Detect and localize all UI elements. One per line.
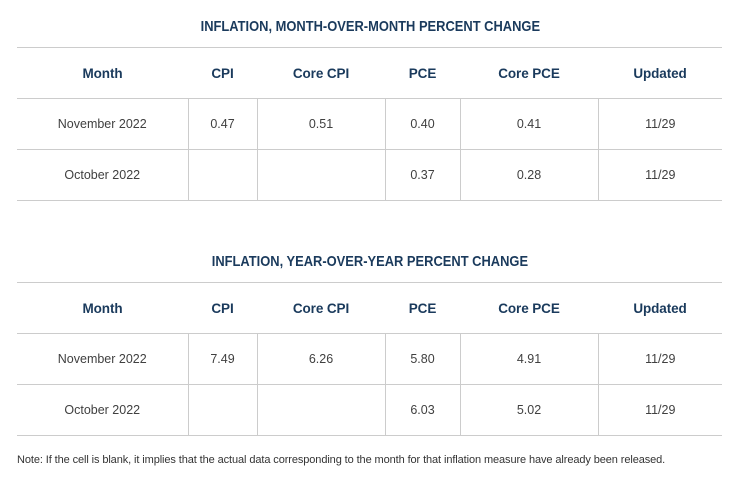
column-header-core-cpi: Core CPI <box>257 47 385 99</box>
cell-cpi <box>187 384 257 436</box>
column-header-core-cpi: Core CPI <box>257 282 385 334</box>
table-row-november-2022: November 2022 7.49 6.26 5.80 4.91 11/29 <box>17 333 722 385</box>
cell-month: November 2022 <box>17 98 188 150</box>
cell-updated: 11/29 <box>597 384 722 436</box>
yoy-table: Month CPI Core CPI PCE Core PCE Updated … <box>17 282 722 436</box>
cell-pce: 0.37 <box>384 149 460 201</box>
cell-core-cpi: 0.51 <box>256 98 385 150</box>
cell-core-cpi <box>256 384 385 436</box>
yoy-table-title-text: INFLATION, YEAR-OVER-YEAR PERCENT CHANGE <box>211 253 529 270</box>
cell-core-pce: 5.02 <box>459 384 598 436</box>
cell-cpi: 0.47 <box>187 98 257 150</box>
column-header-core-pce: Core PCE <box>460 47 598 99</box>
column-header-updated: Updated <box>598 282 722 334</box>
mom-header-row: Month CPI Core CPI PCE Core PCE Updated <box>17 47 722 99</box>
cell-month: October 2022 <box>17 384 188 436</box>
cell-cpi: 7.49 <box>187 333 257 385</box>
cell-pce: 0.40 <box>384 98 460 150</box>
mom-table: Month CPI Core CPI PCE Core PCE Updated … <box>17 47 722 201</box>
cell-cpi <box>187 149 257 201</box>
footnote: Note: If the cell is blank, it implies t… <box>17 454 666 466</box>
table-row-october-2022: October 2022 0.37 0.28 11/29 <box>17 149 722 201</box>
cell-core-cpi: 6.26 <box>256 333 385 385</box>
column-header-updated: Updated <box>598 47 722 99</box>
column-header-pce: PCE <box>385 282 460 334</box>
yoy-header-row: Month CPI Core CPI PCE Core PCE Updated <box>17 282 722 334</box>
cell-pce: 6.03 <box>384 384 460 436</box>
cell-month: October 2022 <box>17 149 188 201</box>
cell-updated: 11/29 <box>597 333 722 385</box>
page-content: INFLATION, MONTH-OVER-MONTH PERCENT CHAN… <box>17 0 723 466</box>
yoy-table-title: INFLATION, YEAR-OVER-YEAR PERCENT CHANGE <box>17 201 723 282</box>
cell-pce: 5.80 <box>384 333 460 385</box>
cell-updated: 11/29 <box>597 98 722 150</box>
cell-core-pce: 0.28 <box>459 149 598 201</box>
mom-table-title: INFLATION, MONTH-OVER-MONTH PERCENT CHAN… <box>17 0 723 47</box>
column-header-month: Month <box>17 282 188 334</box>
column-header-cpi: CPI <box>188 282 257 334</box>
table-row-november-2022: November 2022 0.47 0.51 0.40 0.41 11/29 <box>17 98 722 150</box>
table-row-october-2022: October 2022 6.03 5.02 11/29 <box>17 384 722 436</box>
cell-month: November 2022 <box>17 333 188 385</box>
column-header-core-pce: Core PCE <box>460 282 598 334</box>
cell-core-pce: 4.91 <box>459 333 598 385</box>
column-header-month: Month <box>17 47 188 99</box>
cell-updated: 11/29 <box>597 149 722 201</box>
column-header-cpi: CPI <box>188 47 257 99</box>
column-header-pce: PCE <box>385 47 460 99</box>
cell-core-pce: 0.41 <box>459 98 598 150</box>
mom-table-title-text: INFLATION, MONTH-OVER-MONTH PERCENT CHAN… <box>200 18 540 35</box>
cell-core-cpi <box>256 149 385 201</box>
